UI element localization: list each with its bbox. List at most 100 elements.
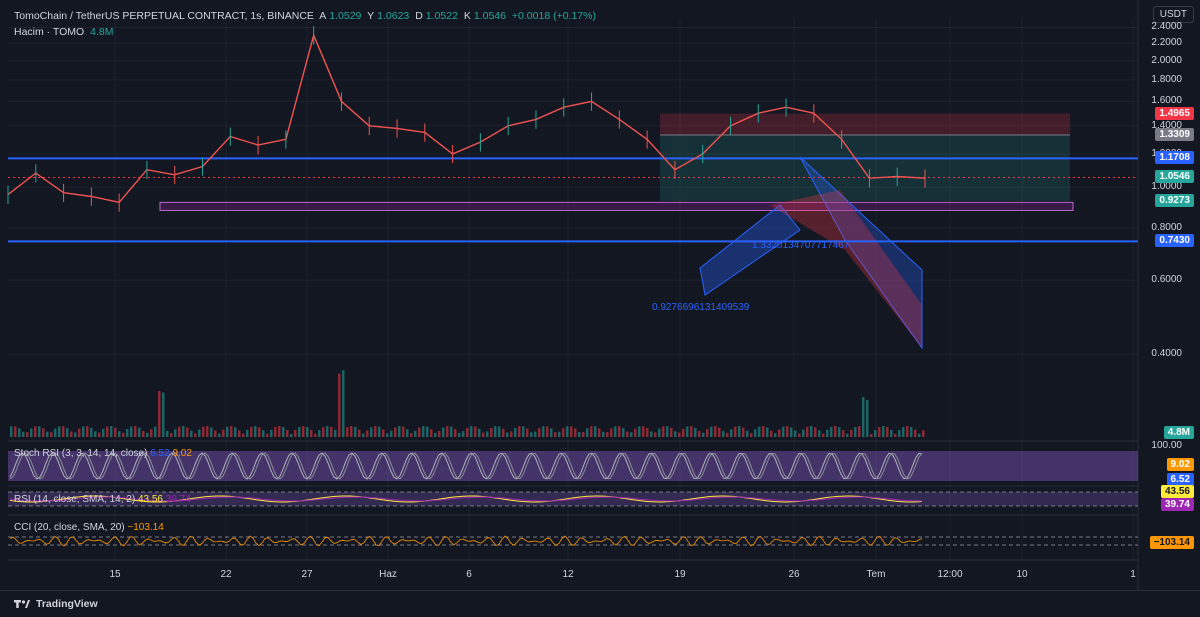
volume-bar bbox=[410, 433, 413, 437]
volume-bar bbox=[590, 426, 593, 437]
volume-bar bbox=[698, 431, 701, 437]
currency-unit[interactable]: USDT bbox=[1152, 6, 1194, 23]
volume-bar bbox=[722, 430, 725, 437]
volume-bar bbox=[794, 430, 797, 437]
volume-bar bbox=[430, 429, 433, 437]
volume-bar bbox=[42, 428, 45, 437]
volume-bar bbox=[710, 426, 713, 437]
volume-bar bbox=[126, 429, 129, 437]
volume-bar bbox=[594, 426, 597, 437]
cci-title[interactable]: CCI (20, close, SMA, 20) −103.14 bbox=[14, 522, 164, 533]
cci-pane bbox=[8, 514, 1138, 561]
volume-bar bbox=[502, 428, 505, 437]
volume-bar bbox=[838, 427, 841, 437]
volume-bar bbox=[158, 391, 161, 437]
volume-bar bbox=[202, 426, 205, 437]
x-tick-label: 1 bbox=[1130, 569, 1136, 580]
price-pill: 1.3309 bbox=[1155, 127, 1194, 141]
volume-bar bbox=[118, 431, 121, 437]
open-label: A bbox=[319, 10, 327, 22]
volume-bar bbox=[302, 426, 305, 437]
volume-bar bbox=[902, 427, 905, 437]
volume-bar bbox=[218, 433, 221, 437]
stoch-d-pill: 9.02 bbox=[1166, 458, 1194, 471]
volume-bar bbox=[914, 429, 917, 437]
volume-bar bbox=[630, 432, 633, 437]
volume-bar bbox=[514, 428, 517, 437]
volume-bar bbox=[266, 433, 269, 437]
volume-bar bbox=[714, 426, 717, 437]
volume-bar bbox=[62, 426, 65, 437]
stoch-rsi-title[interactable]: Stoch RSI (3, 3, 14, 14, close) 6.52 9.0… bbox=[14, 448, 192, 459]
volume-bar bbox=[298, 427, 301, 437]
rsi-pane bbox=[8, 485, 1138, 507]
support-box bbox=[159, 201, 1074, 211]
volume-bar bbox=[518, 426, 521, 437]
volume-bar bbox=[454, 429, 457, 437]
volume-bar bbox=[506, 432, 509, 437]
volume-bar bbox=[214, 430, 217, 437]
volume-bar bbox=[850, 429, 853, 437]
volume-bar bbox=[778, 429, 781, 437]
volume-bar bbox=[334, 429, 337, 437]
volume-label[interactable]: Hacim · TOMO bbox=[14, 26, 85, 38]
volume-bar bbox=[614, 426, 617, 437]
volume-bar bbox=[146, 432, 149, 437]
volume-bar bbox=[278, 426, 281, 437]
rsi-name: RSI (14, close, SMA, 14, 2) bbox=[14, 494, 136, 505]
open-value: 1.0529 bbox=[329, 10, 362, 22]
volume-bar bbox=[546, 426, 549, 437]
volume-bar bbox=[466, 427, 469, 437]
volume-bar bbox=[438, 430, 441, 437]
volume-bar bbox=[402, 426, 405, 437]
volume-bar bbox=[282, 427, 285, 437]
stoch-d-value: 9.02 bbox=[172, 448, 192, 459]
volume-bar bbox=[530, 432, 533, 437]
price-pill: 0.7430 bbox=[1155, 234, 1194, 248]
volume-bar bbox=[362, 433, 365, 437]
volume-bar bbox=[322, 427, 325, 437]
volume-bar bbox=[46, 431, 49, 437]
chart-grid bbox=[8, 0, 1139, 590]
volume-bar bbox=[826, 429, 829, 437]
volume-bar bbox=[758, 426, 761, 437]
volume-bar bbox=[338, 373, 341, 437]
volume-bar bbox=[394, 427, 397, 437]
volume-bar bbox=[858, 426, 861, 437]
volume-bar bbox=[350, 426, 353, 437]
volume-bar bbox=[606, 432, 609, 437]
rsi-title[interactable]: RSI (14, close, SMA, 14, 2) 43.56 39.74 bbox=[14, 494, 191, 505]
x-tick-label: 27 bbox=[301, 569, 313, 580]
y-tick-label: 2.0000 bbox=[1151, 54, 1182, 66]
volume-bar bbox=[14, 426, 17, 437]
brand-name[interactable]: TradingView bbox=[36, 598, 98, 610]
volume-bar bbox=[178, 426, 181, 437]
rsi-ma-line bbox=[9, 496, 923, 502]
x-tick-label: 10 bbox=[1016, 569, 1028, 580]
volume-bar bbox=[418, 427, 421, 437]
volume-bar bbox=[138, 427, 141, 437]
volume-bar bbox=[474, 426, 477, 437]
volume-bar bbox=[874, 430, 877, 437]
volume-bar bbox=[58, 426, 61, 437]
x-tick-label: 6 bbox=[466, 569, 472, 580]
volume-bar bbox=[786, 426, 789, 437]
cci-pill: −103.14 bbox=[1149, 536, 1194, 549]
volume-bar bbox=[806, 426, 809, 437]
volume-bar bbox=[686, 426, 689, 437]
volume-bar bbox=[818, 430, 821, 437]
volume-bar bbox=[658, 428, 661, 437]
volume-bar bbox=[358, 429, 361, 437]
cci-line bbox=[9, 535, 923, 547]
volume-bar bbox=[918, 433, 921, 437]
low-label: D bbox=[415, 10, 423, 22]
volume-header: Hacim · TOMO 4.8M bbox=[14, 26, 116, 38]
volume-bar bbox=[286, 430, 289, 437]
volume-bar bbox=[306, 427, 309, 437]
volume-bar bbox=[634, 428, 637, 437]
volume-bar bbox=[354, 426, 357, 437]
volume-bar bbox=[574, 428, 577, 437]
symbol-title[interactable]: TomoChain / TetherUS PERPETUAL CONTRACT,… bbox=[14, 10, 314, 22]
volume-bar bbox=[90, 427, 93, 437]
